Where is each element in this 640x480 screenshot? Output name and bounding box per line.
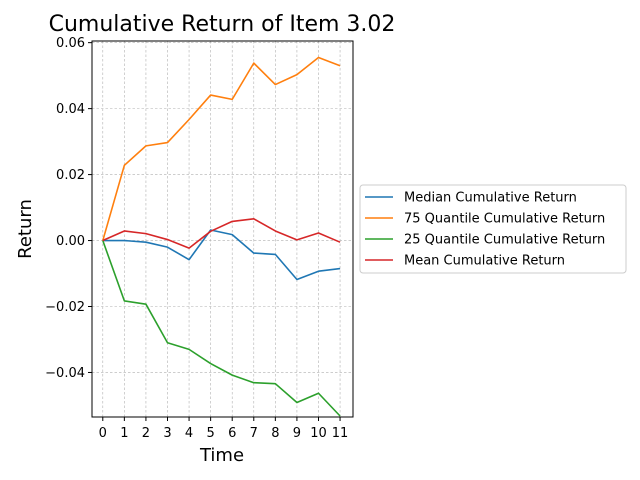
x-tick-label: 10 bbox=[310, 426, 327, 441]
y-tick-label: −0.04 bbox=[45, 366, 85, 381]
y-axis: 0.06 0.04 0.02 0.00 −0.02 −0.04 bbox=[45, 36, 92, 381]
chart-title: Cumulative Return of Item 3.02 bbox=[49, 12, 396, 37]
series-line-0 bbox=[102, 229, 341, 281]
y-tick-label: 0.02 bbox=[56, 168, 85, 183]
y-tick-label: 0.06 bbox=[56, 36, 85, 51]
y-tick-label: 0.00 bbox=[56, 234, 85, 249]
y-tick-label: 0.04 bbox=[56, 102, 85, 117]
x-tick-label: 5 bbox=[206, 426, 214, 441]
x-tick-label: 8 bbox=[271, 426, 279, 441]
x-tick-label: 4 bbox=[185, 426, 193, 441]
plot-lines bbox=[102, 56, 341, 417]
x-axis: 0 1 2 3 4 5 6 7 8 9 10 11 bbox=[99, 417, 349, 441]
plot-frame bbox=[91, 40, 354, 418]
x-tick-label: 11 bbox=[332, 426, 349, 441]
y-tick-label: −0.02 bbox=[45, 300, 85, 315]
legend-label: Mean Cumulative Return bbox=[404, 254, 565, 269]
x-tick-label: 2 bbox=[142, 426, 150, 441]
x-tick-label: 9 bbox=[293, 426, 301, 441]
x-tick-label: 1 bbox=[120, 426, 128, 441]
grid bbox=[92, 41, 353, 417]
series-line-2 bbox=[102, 240, 341, 417]
x-tick-label: 7 bbox=[250, 426, 258, 441]
x-tick-label: 6 bbox=[228, 426, 236, 441]
series-line-1 bbox=[102, 56, 341, 241]
x-axis-label: Time bbox=[199, 445, 244, 466]
legend-label: 25 Quantile Cumulative Return bbox=[404, 233, 605, 248]
y-axis-label: Return bbox=[15, 199, 36, 259]
series-line-3 bbox=[102, 217, 341, 249]
legend: Median Cumulative Return 75 Quantile Cumu… bbox=[359, 184, 627, 274]
x-tick-label: 0 bbox=[99, 426, 107, 441]
legend-label: Median Cumulative Return bbox=[404, 191, 577, 206]
legend-label: 75 Quantile Cumulative Return bbox=[404, 212, 605, 227]
legend-box bbox=[359, 184, 627, 274]
x-tick-label: 3 bbox=[163, 426, 171, 441]
